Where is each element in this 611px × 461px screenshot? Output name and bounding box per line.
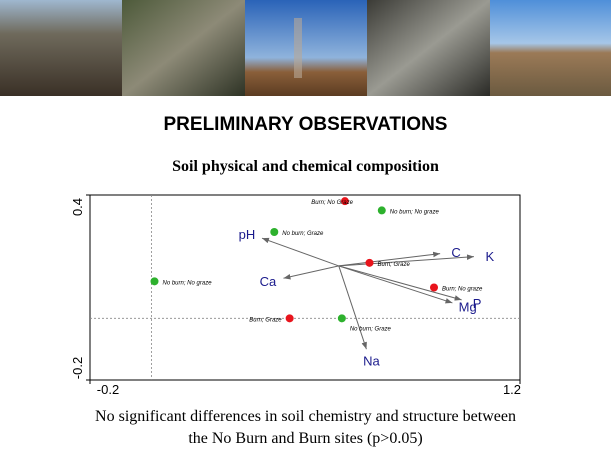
y-tick-label: 0.4 <box>70 198 85 216</box>
point-label: No burn; No graze <box>390 209 440 215</box>
vector-label: pH <box>239 227 256 242</box>
loading-arrow <box>339 266 367 349</box>
vector-label: K <box>486 249 495 264</box>
point-label: Burn; No Graze <box>311 200 353 206</box>
vector-label: Na <box>363 354 380 369</box>
loading-arrow <box>284 266 339 278</box>
site-point <box>430 284 438 292</box>
loading-arrow <box>262 238 339 266</box>
site-point <box>378 206 386 214</box>
caption: No significant differences in soil chemi… <box>0 406 611 450</box>
caption-line: No significant differences in soil chemi… <box>0 406 611 428</box>
vector-label: Ca <box>260 274 277 289</box>
x-tick-label: 1.2 <box>503 382 521 397</box>
point-label: Burn; Graze <box>378 262 411 268</box>
site-point <box>270 228 278 236</box>
point-label: No burn; Graze <box>282 231 324 237</box>
point-label: Burn; Graze <box>249 317 282 323</box>
y-tick-label: -0.2 <box>70 357 85 379</box>
site-point <box>151 277 159 285</box>
slide: PRELIMINARY OBSERVATIONS Soil physical a… <box>0 0 611 461</box>
loading-arrow <box>339 266 462 300</box>
point-label: No burn; Graze <box>350 326 392 332</box>
x-tick-label: -0.2 <box>97 382 119 397</box>
site-point <box>366 259 374 267</box>
point-label: No burn; No graze <box>163 280 213 286</box>
site-point <box>338 314 346 322</box>
vector-label: Mg <box>459 300 477 315</box>
caption-line: the No Burn and Burn sites (p>0.05) <box>0 428 611 450</box>
site-point <box>286 314 294 322</box>
point-label: Burn; No graze <box>442 287 483 293</box>
